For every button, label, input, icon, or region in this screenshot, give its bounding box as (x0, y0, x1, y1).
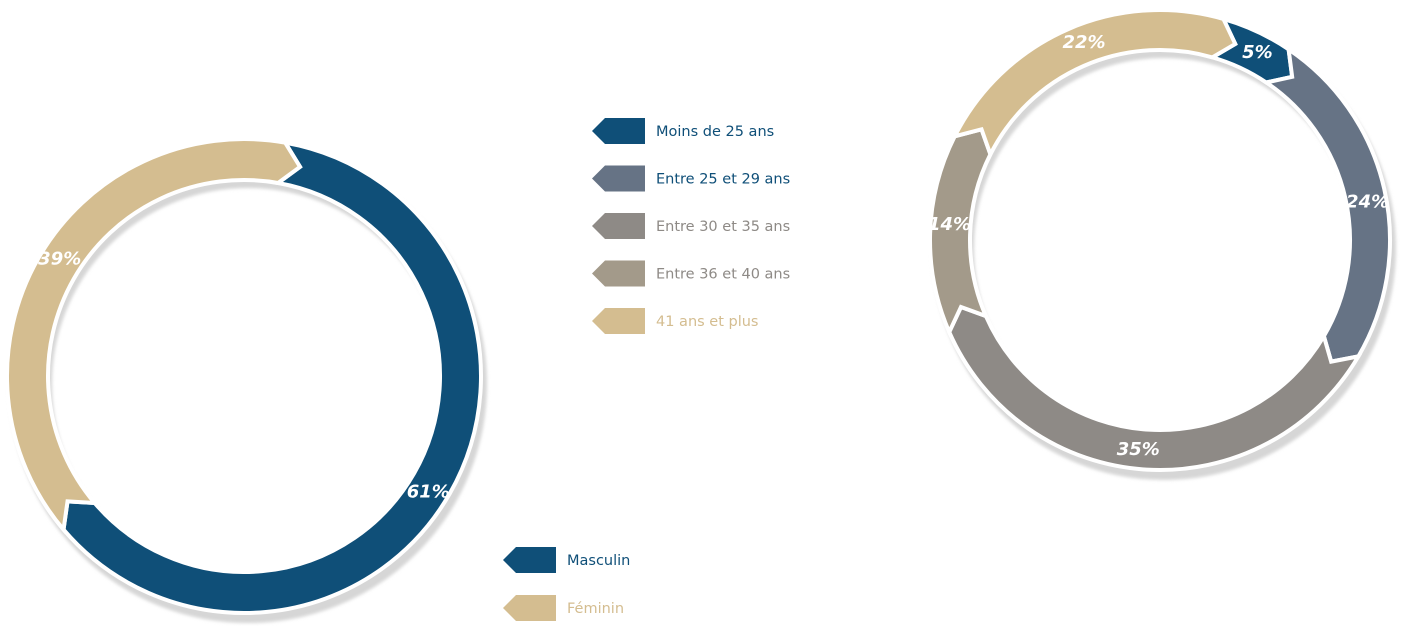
legend-label-moins-de-25-ans: Moins de 25 ans (656, 124, 774, 140)
legend-label-entre-30-et-35-ans: Entre 30 et 35 ans (656, 219, 790, 235)
donut-slice-41-ans-et-plus (950, 8, 1238, 160)
gender-donut-chart: 61% 39% (5, 137, 487, 623)
legend-swatch-feminin (503, 595, 556, 621)
age-legend: Moins de 25 ans Entre 25 et 29 ans Entre 3… (592, 118, 790, 334)
slice-label-41-ans-et-plus: 22% (1062, 32, 1105, 53)
slice-label-entre-30-et-35-ans: 35% (1117, 439, 1160, 460)
legend-label-feminin: Féminin (567, 601, 624, 617)
legend-swatch-moins-de-25-ans (592, 118, 645, 144)
legend-swatch-41-ans-et-plus (592, 308, 645, 334)
slice-label-moins-de-25-ans: 5% (1242, 42, 1273, 63)
age-donut-chart: 5% 24% 35% 14% 22% (928, 8, 1396, 480)
legend-label-41-ans-et-plus: 41 ans et plus (656, 314, 759, 330)
gender-legend: Masculin Féminin (503, 547, 630, 621)
slice-label-entre-36-et-40-ans: 14% (928, 214, 971, 235)
donut-slice-feminin (5, 137, 303, 535)
legend-label-masculin: Masculin (567, 553, 630, 569)
legend-label-entre-36-et-40-ans: Entre 36 et 40 ans (656, 267, 790, 283)
legend-label-entre-25-et-29-ans: Entre 25 et 29 ans (656, 172, 790, 188)
legend-swatch-entre-36-et-40-ans (592, 260, 645, 287)
slice-label-entre-25-et-29-ans: 24% (1346, 191, 1389, 212)
slice-label-feminin: 39% (38, 249, 81, 270)
legend-swatch-masculin (503, 547, 556, 573)
slice-label-masculin: 61% (407, 481, 450, 502)
legend-swatch-entre-30-et-35-ans (592, 213, 645, 239)
legend-swatch-entre-25-et-29-ans (592, 165, 645, 192)
